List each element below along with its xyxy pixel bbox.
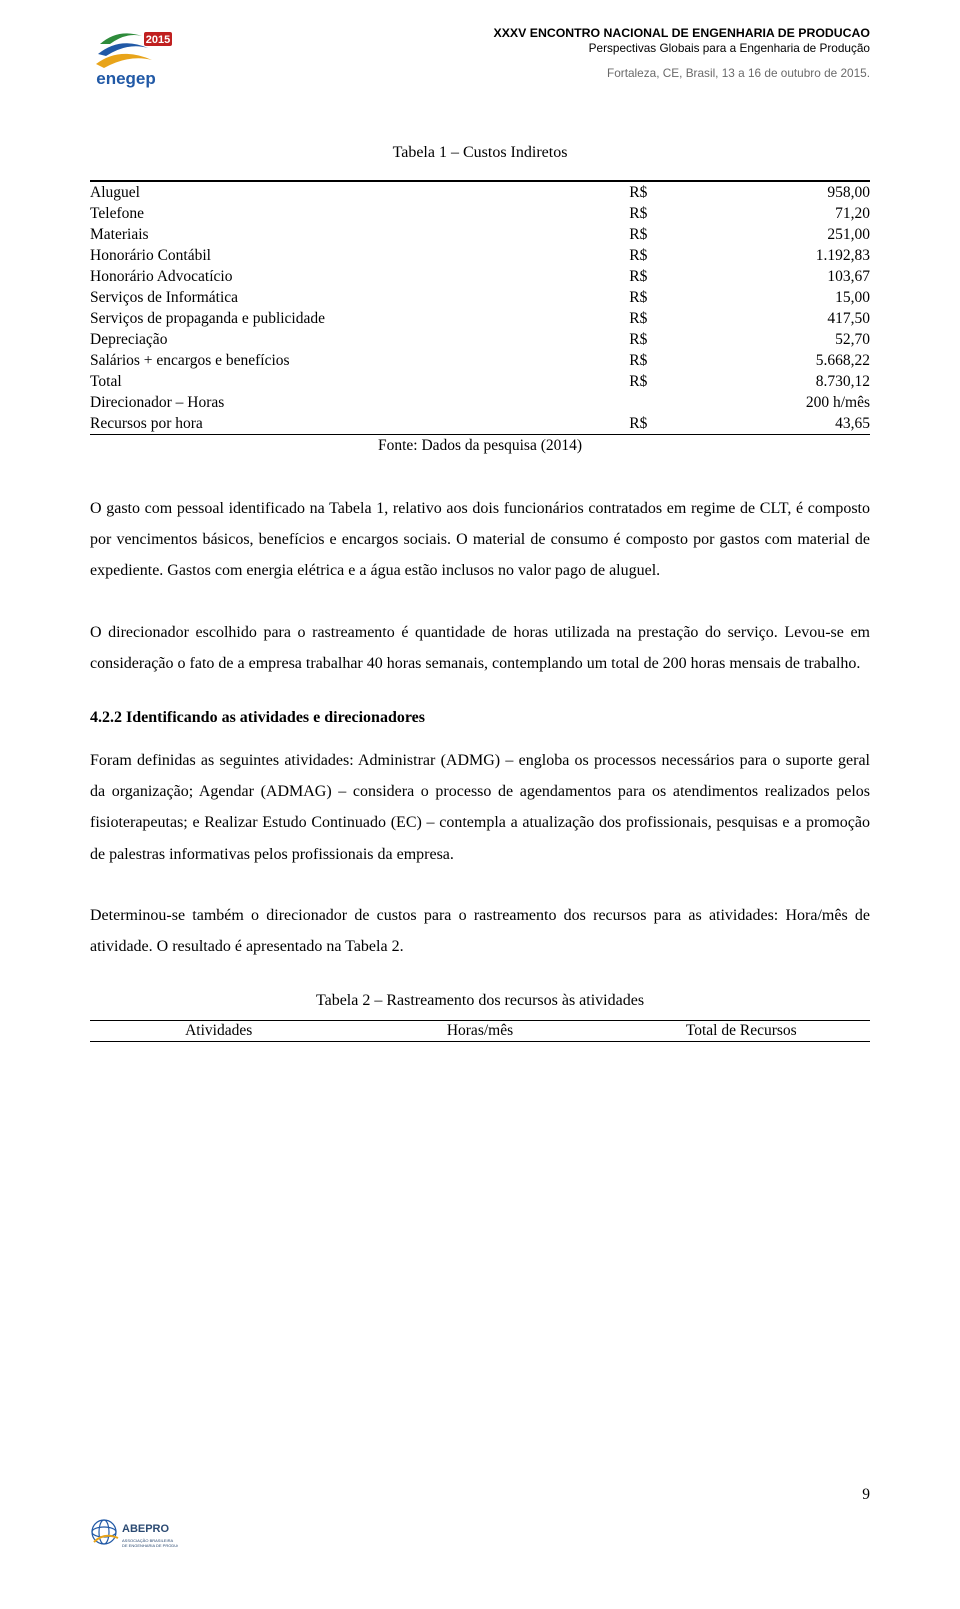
table1-row-label: Serviços de propaganda e publicidade <box>90 308 519 329</box>
table1-row-label: Depreciação <box>90 329 519 350</box>
header-subtitle: Perspectivas Globais para a Engenharia d… <box>494 41 870 56</box>
document-header: 2015 enegep XXXV ENCONTRO NACIONAL DE EN… <box>90 0 870 88</box>
abepro-logo-icon: ABEPRO ASSOCIAÇÃO BRASILEIRA DE ENGENHAR… <box>90 1514 178 1560</box>
table1-row-value: 417,50 <box>659 308 870 329</box>
paragraph-3: Foram definidas as seguintes atividades:… <box>90 745 870 870</box>
footer-logo-abepro: ABEPRO ASSOCIAÇÃO BRASILEIRA DE ENGENHAR… <box>90 1514 178 1560</box>
table1-row-value: 43,65 <box>659 413 870 435</box>
page-number: 9 <box>862 1486 870 1504</box>
table1-source: Fonte: Dados da pesquisa (2014) <box>90 437 870 455</box>
table1-row-label: Total <box>90 371 519 392</box>
table1-row-label: Honorário Contábil <box>90 245 519 266</box>
table1-row-value: 52,70 <box>659 329 870 350</box>
table1-row-currency: R$ <box>519 224 659 245</box>
table1-row-currency: R$ <box>519 203 659 224</box>
logo-enegep: 2015 enegep <box>90 26 176 88</box>
enegep-logo-icon: 2015 enegep <box>90 26 176 88</box>
header-title: XXXV ENCONTRO NACIONAL DE ENGENHARIA DE … <box>494 26 870 41</box>
svg-text:enegep: enegep <box>96 69 156 88</box>
table1-row-currency: R$ <box>519 413 659 435</box>
table2-header-total: Total de Recursos <box>613 1021 870 1042</box>
table1-row-value: 103,67 <box>659 266 870 287</box>
table2-header-horas: Horas/mês <box>347 1021 612 1042</box>
table1-caption: Tabela 1 – Custos Indiretos <box>90 144 870 162</box>
svg-text:ABEPRO: ABEPRO <box>122 1523 170 1535</box>
table1-row-value: 15,00 <box>659 287 870 308</box>
table1-row-label: Aluguel <box>90 182 519 204</box>
header-text-block: XXXV ENCONTRO NACIONAL DE ENGENHARIA DE … <box>494 26 870 81</box>
table1-row-value: 5.668,22 <box>659 350 870 371</box>
svg-text:2015: 2015 <box>146 34 170 46</box>
table2-header-atividades: Atividades <box>90 1021 347 1042</box>
subsection-heading: 4.2.2 Identificando as atividades e dire… <box>90 709 870 727</box>
table1-row-label: Salários + encargos e benefícios <box>90 350 519 371</box>
table2-rastreamento: Atividades Horas/mês Total de Recursos <box>90 1020 870 1042</box>
table1-row-label: Telefone <box>90 203 519 224</box>
table1-row-currency: R$ <box>519 329 659 350</box>
table1-row-currency: R$ <box>519 182 659 204</box>
table1-row-label: Direcionador – Horas <box>90 392 519 413</box>
table1-row-label: Materiais <box>90 224 519 245</box>
table1-row-currency: R$ <box>519 287 659 308</box>
table1-row-value: 251,00 <box>659 224 870 245</box>
paragraph-1: O gasto com pessoal identificado na Tabe… <box>90 493 870 587</box>
header-venue: Fortaleza, CE, Brasil, 13 a 16 de outubr… <box>494 66 870 81</box>
svg-text:DE ENGENHARIA DE PRODUÇÃO: DE ENGENHARIA DE PRODUÇÃO <box>122 1543 178 1548</box>
paragraph-2: O direcionador escolhido para o rastream… <box>90 617 870 679</box>
table1-row-value: 200 h/mês <box>659 392 870 413</box>
table1-row-value: 71,20 <box>659 203 870 224</box>
paragraph-4: Determinou-se também o direcionador de c… <box>90 900 870 962</box>
table1-row-currency: R$ <box>519 371 659 392</box>
table1-row-currency: R$ <box>519 350 659 371</box>
table1-row-currency: R$ <box>519 266 659 287</box>
table1-row-label: Honorário Advocatício <box>90 266 519 287</box>
table2-caption: Tabela 2 – Rastreamento dos recursos às … <box>90 992 870 1010</box>
table1-row-value: 958,00 <box>659 182 870 204</box>
table1-row-currency: R$ <box>519 245 659 266</box>
table1-row-label: Recursos por hora <box>90 413 519 435</box>
table1-row-value: 8.730,12 <box>659 371 870 392</box>
table1-row-label: Serviços de Informática <box>90 287 519 308</box>
table1-row-currency <box>519 392 659 413</box>
table1-row-value: 1.192,83 <box>659 245 870 266</box>
table1-custos-indiretos: AluguelR$958,00TelefoneR$71,20MateriaisR… <box>90 180 870 435</box>
table1-row-currency: R$ <box>519 308 659 329</box>
